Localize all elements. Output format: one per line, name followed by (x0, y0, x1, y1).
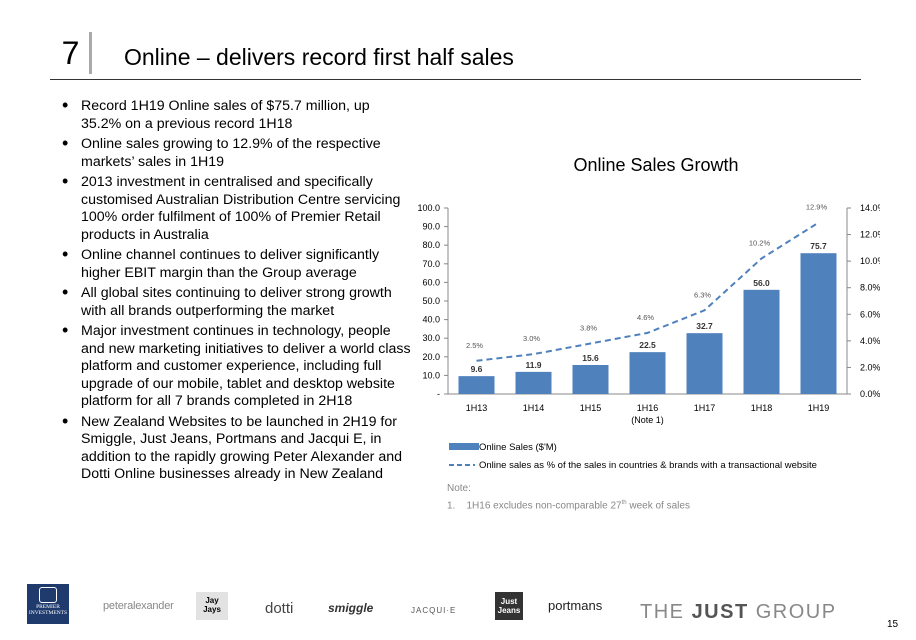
right-tick-label: 0.0% (860, 389, 880, 399)
smiggle-logo: smiggle (328, 601, 374, 615)
x-tick-sublabel: (Note 1) (631, 415, 664, 425)
left-tick-label: 10.0 (422, 370, 440, 380)
legend-bar-label: Online Sales ($'M) (479, 442, 557, 453)
bar-value-label: 75.7 (810, 241, 827, 251)
bar (629, 352, 666, 394)
right-tick-label: 6.0% (860, 309, 880, 319)
note-text: 1H16 excludes non-comparable 27 (466, 500, 622, 512)
just-group-text-bold: JUST (691, 601, 749, 623)
right-tick-label: 14.0% (860, 203, 880, 213)
note-superscript: th (621, 500, 627, 506)
bullet-item: New Zealand Websites to be launched in 2… (62, 413, 412, 484)
line-value-label: 4.6% (637, 313, 654, 322)
left-tick-label: 80.0 (422, 240, 440, 250)
slide-title: Online – delivers record first half sale… (124, 44, 514, 70)
online-sales-chart: Online Sales Growth - 10.0 20.0 30.0 40.0 50.0… (417, 155, 880, 471)
bar-value-label: 32.7 (696, 321, 713, 331)
jay-jays-logo: Jay Jays (196, 592, 228, 620)
x-tick-label: 1H14 (523, 403, 545, 413)
right-tick-label: 8.0% (860, 283, 880, 293)
right-tick-label: 10.0% (860, 256, 880, 266)
premier-investments-logo: PREMIER INVESTMENTS (27, 584, 69, 624)
bullet-item: Online channel continues to deliver sign… (62, 246, 412, 282)
left-tick-label: 70.0 (422, 259, 440, 269)
bar-value-label: 9.6 (471, 364, 483, 374)
note-heading: Note: (447, 483, 471, 494)
line-value-label: 3.8% (580, 324, 597, 333)
bar-value-label: 11.9 (525, 360, 541, 370)
bar-value-label: 15.6 (582, 353, 599, 363)
left-tick-label: 60.0 (422, 277, 440, 287)
bullet-list: Record 1H19 Online sales of $75.7 millio… (62, 97, 412, 487)
x-tick-label: 1H15 (580, 403, 602, 413)
page-number: 15 (887, 619, 899, 630)
left-tick-label: - (437, 389, 440, 399)
logo-emblem-icon (39, 587, 57, 603)
brand-footer: PREMIER INVESTMENTS peteralexander Jay J… (0, 580, 916, 640)
line-value-label: 6.3% (694, 290, 711, 299)
note-item-number: 1. (447, 500, 456, 512)
right-tick-label: 2.0% (860, 362, 880, 372)
bar (458, 376, 495, 394)
bar (800, 253, 837, 394)
chart-title: Online Sales Growth (573, 155, 738, 175)
bar (572, 364, 609, 394)
bar-value-label: 22.5 (639, 340, 656, 350)
peter-alexander-logo: peteralexander (103, 600, 174, 612)
jacqui-e-logo: JACQUI·E (411, 606, 457, 615)
left-tick-label: 100.0 (417, 203, 440, 213)
bullet-item: Record 1H19 Online sales of $75.7 millio… (62, 97, 412, 133)
note-text-end: week of sales (626, 500, 690, 512)
bullet-item: Online sales growing to 12.9% of the res… (62, 135, 412, 171)
x-tick-label: 1H19 (808, 403, 830, 413)
percentage-line (476, 221, 820, 362)
title-divider (50, 79, 861, 80)
right-tick-label: 12.0% (860, 230, 880, 240)
line-value-label: 3.0% (523, 334, 540, 343)
legend-bar-swatch (449, 443, 479, 450)
premier-logo-text: PREMIER INVESTMENTS (28, 604, 68, 616)
x-tick-label: 1H16 (637, 403, 659, 413)
bullet-item: All global sites continuing to deliver s… (62, 284, 412, 320)
line-value-label: 10.2% (749, 238, 771, 247)
left-tick-label: 30.0 (422, 333, 440, 343)
line-value-label: 12.9% (806, 203, 828, 212)
legend-line-label: Online sales as % of the sales in countr… (479, 460, 817, 471)
bar (515, 371, 552, 394)
note-item: 1. 1H16 excludes non-comparable 27th wee… (447, 496, 690, 513)
slide-number: 7 (52, 32, 92, 74)
x-tick-label: 1H18 (751, 403, 773, 413)
bar-value-label: 56.0 (753, 278, 770, 288)
just-jeans-logo: Just Jeans (495, 592, 523, 620)
dotti-logo: dotti (265, 600, 294, 617)
left-tick-label: 50.0 (422, 296, 440, 306)
portmans-logo: portmans (548, 598, 603, 613)
left-tick-label: 90.0 (422, 222, 440, 232)
x-tick-label: 1H17 (694, 403, 716, 413)
line-value-label: 2.5% (466, 341, 483, 350)
bullet-item: 2013 investment in centralised and speci… (62, 173, 412, 244)
just-group-text-post: GROUP (748, 601, 837, 623)
chart-note: Note: 1. 1H16 excludes non-comparable 27… (447, 482, 690, 513)
left-tick-label: 40.0 (422, 315, 440, 325)
just-group-logo: THE JUST GROUP (640, 601, 837, 624)
right-tick-label: 4.0% (860, 336, 880, 346)
x-tick-label: 1H13 (466, 403, 488, 413)
bar (686, 333, 723, 394)
bullet-item: Major investment continues in technology… (62, 322, 412, 411)
left-tick-label: 20.0 (422, 352, 440, 362)
just-group-text-pre: THE (640, 601, 692, 623)
bar (743, 289, 780, 394)
